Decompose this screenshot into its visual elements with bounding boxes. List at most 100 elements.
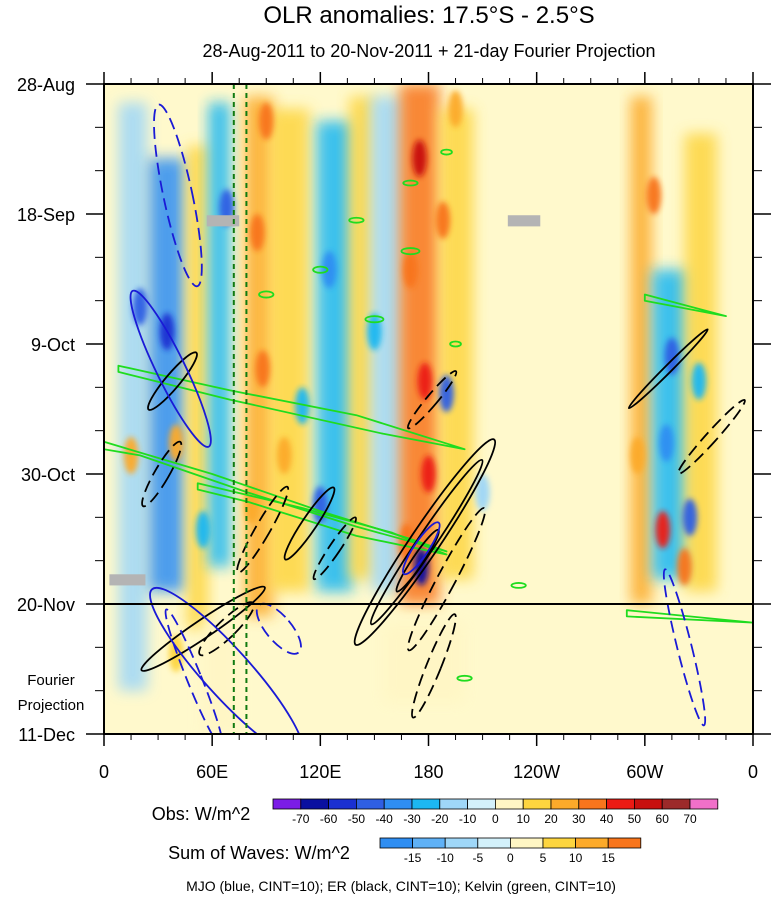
obs-colorbar-level-label-3: -40 xyxy=(376,812,394,826)
chart-title: OLR anomalies: 17.5°S - 2.5°S xyxy=(263,2,594,29)
obs-colorbar-swatch-0 xyxy=(272,798,302,810)
anomaly-band-1 xyxy=(149,158,186,592)
anomaly-band-2 xyxy=(186,145,209,629)
obs-colorbar-swatch-3 xyxy=(355,798,385,810)
x-tick-label-3: 180 xyxy=(413,762,443,782)
er-contour-5 xyxy=(406,370,458,430)
anomaly-patch-22 xyxy=(322,251,337,289)
anomaly-patch-16 xyxy=(123,436,139,474)
obs-colorbar-level-label-9: 20 xyxy=(544,812,558,826)
anomaly-patch-8 xyxy=(255,350,270,388)
reference-longitude-lines xyxy=(232,84,248,734)
obs-colorbar-swatch-13 xyxy=(634,798,663,810)
mjo-contour-2 xyxy=(149,586,305,734)
kelvin-contour-4 xyxy=(643,293,727,317)
anomaly-band-11 xyxy=(630,96,653,604)
kelvin-contour-1 xyxy=(104,440,448,553)
obs-colorbar-level-label-14: 70 xyxy=(683,812,697,826)
anomaly-patch-11 xyxy=(646,176,662,214)
obs-colorbar-swatch-5 xyxy=(411,798,441,810)
obs-colorbar-level-label-6: -10 xyxy=(459,812,477,826)
plot-area xyxy=(103,83,754,735)
mjo-contour-4 xyxy=(255,602,302,655)
er-contour-3 xyxy=(411,613,457,719)
anomaly-patch-1 xyxy=(435,201,451,239)
y-tick-label-3: 30-Oct xyxy=(21,465,75,485)
waves-colorbar-level-label-4: 5 xyxy=(540,851,547,865)
mjo-contour-3 xyxy=(164,608,224,734)
projection-label-line1: Fourier xyxy=(27,672,75,689)
mjo-contours xyxy=(129,103,707,734)
waves-colorbar-label: Sum of Waves: W/m^2 xyxy=(168,843,350,863)
anomaly-patch-0 xyxy=(412,139,427,177)
anomaly-band-0 xyxy=(118,102,148,691)
obs-colorbar-level-label-7: 0 xyxy=(492,812,499,826)
anomaly-patch-3 xyxy=(417,362,433,400)
obs-colorbar-level-label-11: 40 xyxy=(600,812,614,826)
y-tick-label-2: 9-Oct xyxy=(31,335,75,355)
anomaly-patch-31 xyxy=(195,511,211,549)
anomaly-patch-14 xyxy=(630,436,645,474)
missing-data-box-0 xyxy=(206,215,240,227)
anomaly-patch-28 xyxy=(659,424,674,462)
obs-colorbar-swatch-1 xyxy=(300,798,329,810)
missing-data-box-1 xyxy=(507,215,541,227)
y-tick-label-4: 20-Nov xyxy=(17,595,75,615)
er-contour-12 xyxy=(312,516,357,581)
x-axis: 0 60E 120E 180 120W 60W 0 xyxy=(99,72,758,782)
waves-colorbar-swatch-7 xyxy=(607,837,642,849)
obs-colorbar-swatch-7 xyxy=(467,798,496,810)
anomaly-patch-6 xyxy=(259,102,274,140)
waves-colorbar-swatch-2 xyxy=(444,837,479,849)
waves-colorbar-level-label-5: 10 xyxy=(569,851,583,865)
y-axis: 28-Aug 18-Sep 9-Oct 30-Oct 20-Nov 11-Dec xyxy=(17,75,771,745)
obs-colorbar-swatch-14 xyxy=(661,798,691,810)
obs-colorbar-swatch-9 xyxy=(522,798,552,810)
chart-subtitle: 28-Aug-2011 to 20-Nov-2011 + 21-day Four… xyxy=(202,41,655,61)
anomaly-band-10 xyxy=(439,108,474,580)
x-tick-label-0: 0 xyxy=(99,762,109,782)
kelvin-small-contour-4 xyxy=(258,290,275,299)
obs-colorbar-level-label-5: -20 xyxy=(431,812,449,826)
anomaly-patch-10 xyxy=(277,436,292,474)
kelvin-small-contour-5 xyxy=(364,315,385,324)
anomaly-patch-2 xyxy=(403,251,418,289)
contour-legend: MJO (blue, CINT=10); ER (black, CINT=10)… xyxy=(186,878,616,894)
obs-colorbar-level-label-10: 30 xyxy=(572,812,586,826)
anomaly-patch-12 xyxy=(655,511,671,549)
waves-colorbar-level-label-2: -5 xyxy=(472,851,483,865)
anomaly-patch-4 xyxy=(421,455,436,493)
waves-colorbar-level-label-0: -15 xyxy=(404,851,422,865)
er-contour-7 xyxy=(141,440,183,508)
anomaly-patch-7 xyxy=(250,214,265,252)
missing-data-layer xyxy=(109,215,541,586)
obs-colorbar-swatches: -70 -60 -50 -40 -30 -20 -10 0 10 20 30 40 50 60 70 xyxy=(272,798,719,826)
x-tick-label-1: 60E xyxy=(196,762,228,782)
waves-colorbar-swatches: -15 -10 -5 0 5 10 15 xyxy=(379,837,642,865)
anomaly-patch-18 xyxy=(448,90,463,128)
er-contour-4 xyxy=(407,507,487,652)
er-contour-14 xyxy=(677,398,746,475)
er-contour-13 xyxy=(627,328,709,410)
kelvin-small-contour-7 xyxy=(449,340,462,348)
er-contour-10 xyxy=(236,485,290,574)
er-wave-contours xyxy=(140,328,746,719)
x-tick-label-5: 60W xyxy=(626,762,663,782)
obs-colorbar-level-label-0: -70 xyxy=(292,812,310,826)
anomaly-patch-30 xyxy=(691,362,707,400)
obs-colorbar-swatch-2 xyxy=(328,798,357,810)
obs-colorbar-level-label-4: -30 xyxy=(403,812,421,826)
anomaly-patch-29 xyxy=(682,498,698,536)
kelvin-contour-2 xyxy=(196,482,448,556)
obs-colorbar-label: Obs: W/m^2 xyxy=(152,804,250,824)
obs-colorbar-swatch-4 xyxy=(383,798,413,810)
waves-colorbar-swatch-5 xyxy=(542,837,576,849)
y-tick-label-5: 11-Dec xyxy=(18,725,75,745)
projection-label-line2: Projection xyxy=(18,697,85,714)
obs-colorbar-level-label-8: 10 xyxy=(517,812,531,826)
obs-colorbar-swatch-6 xyxy=(439,798,468,810)
waves-colorbar-level-label-3: 0 xyxy=(507,851,514,865)
waves-colorbar-swatch-6 xyxy=(575,837,609,849)
waves-colorbar-swatch-1 xyxy=(412,837,446,849)
mjo-contour-1 xyxy=(129,289,212,448)
